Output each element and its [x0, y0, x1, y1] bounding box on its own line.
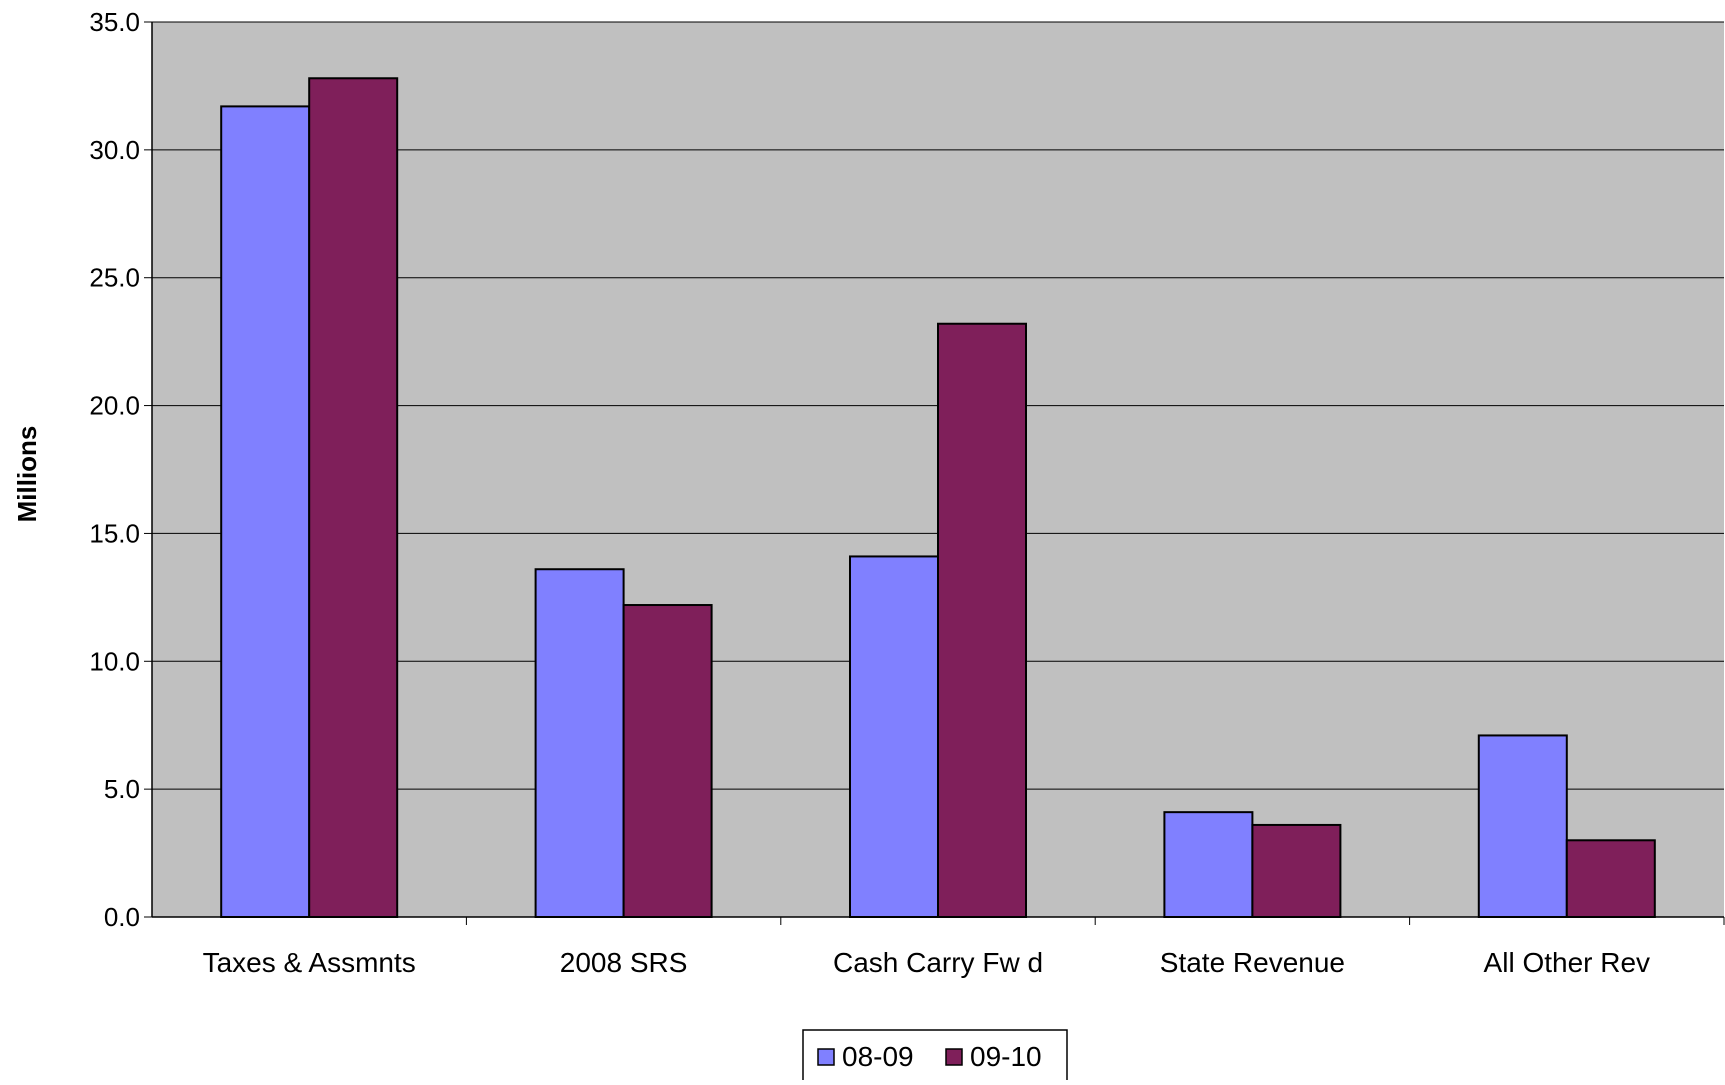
legend-label: 09-10 [970, 1041, 1042, 1072]
bar-08-09-1 [534, 568, 625, 918]
bar-08-09-0 [220, 105, 311, 918]
y-tick-label: 30.0 [89, 135, 140, 165]
bar-09-10-4 [1565, 839, 1656, 918]
x-tick-label: State Revenue [1160, 947, 1345, 978]
x-tick-label: Taxes & Assmnts [203, 947, 416, 978]
x-tick-label: Cash Carry Fw d [833, 947, 1043, 978]
bar-09-10-2 [937, 322, 1027, 918]
x-tick-label: 2008 SRS [560, 947, 688, 978]
y-tick-labels: 0.0 5.0 10.0 15.0 20.0 25.0 30.0 35.0 [89, 7, 140, 932]
y-tick-label: 0.0 [104, 902, 140, 932]
bar-08-09-3 [1163, 811, 1254, 919]
bar-09-10-1 [622, 604, 713, 918]
y-tick-label: 15.0 [89, 518, 140, 548]
bar-09-10-3 [1251, 823, 1342, 919]
x-tick-label: All Other Rev [1484, 947, 1651, 978]
y-tick-label: 20.0 [89, 391, 140, 421]
legend-swatch [817, 1048, 835, 1066]
y-tick-label: 10.0 [89, 646, 140, 676]
legend: 08-09 09-10 [802, 1029, 1068, 1085]
axes [144, 21, 1725, 925]
legend-label: 08-09 [842, 1041, 914, 1072]
legend-swatch [945, 1048, 963, 1066]
x-tick-labels: Taxes & Assmnts 2008 SRS Cash Carry Fw d St… [203, 947, 1650, 978]
bar-08-09-4 [1477, 734, 1568, 919]
y-tick-label: 25.0 [89, 263, 140, 293]
y-tick-label: 5.0 [104, 774, 140, 804]
y-axis-label: Millions [12, 426, 42, 523]
bar-09-10-0 [308, 77, 399, 918]
bar-08-09-2 [849, 555, 939, 918]
y-tick-label: 35.0 [89, 7, 140, 37]
